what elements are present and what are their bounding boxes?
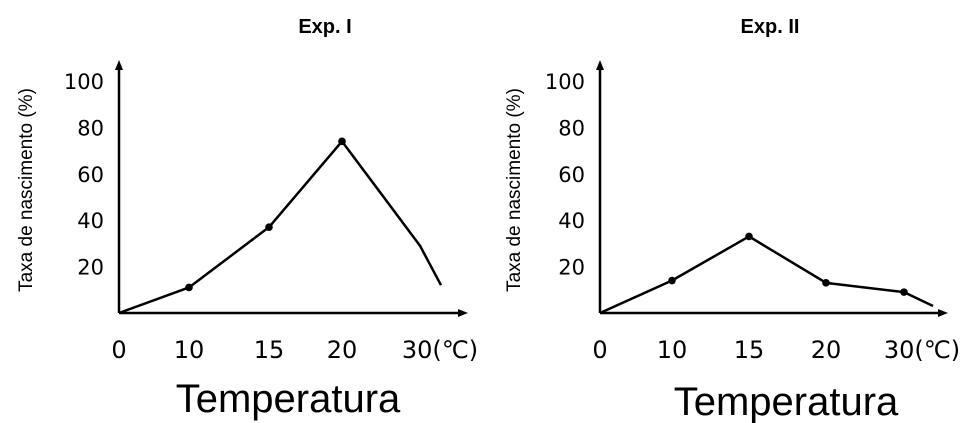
chart-1-x-tick-label: 15: [254, 336, 285, 364]
chart-1-x-tick-label: 20: [327, 336, 358, 364]
chart-2-y-tick-label: 100: [545, 70, 585, 94]
chart-2-y-tick-label: 80: [558, 116, 585, 140]
chart-1-data-point: [185, 283, 193, 292]
chart-1-x-tick-label: 30(℃): [402, 336, 478, 364]
chart-2-title: Exp. II: [741, 16, 800, 38]
chart-2-y-tick-label: 20: [558, 256, 585, 280]
chart-1-x-tick-label: 10: [174, 336, 205, 364]
chart-2-x-axis-arrow-icon: [938, 309, 948, 317]
chart-1-y-axis-arrow-icon: [115, 60, 123, 70]
chart-1-x-tick-label: 0: [111, 336, 126, 364]
chart-2-y-tick-label: 60: [558, 163, 585, 187]
chart-2-x-tick-label: 15: [734, 336, 765, 364]
chart-2-data-point: [900, 288, 908, 296]
chart-2-series-line: [599, 235, 934, 315]
chart-1-x-axis-label: Temperatura: [176, 377, 401, 421]
chart-1-y-tick-label: 40: [77, 209, 104, 233]
chart-1-title: Exp. I: [298, 16, 351, 38]
chart-2-data-point: [668, 276, 676, 285]
chart-1-y-tick-label: 60: [77, 163, 104, 187]
chart-1-data-point: [265, 223, 273, 231]
chart-1-y-tick-label: 80: [77, 116, 104, 140]
chart-1-y-tick-label: 20: [77, 256, 104, 280]
chart-2-y-axis-arrow-icon: [596, 60, 604, 70]
chart-1-x-axis-arrow-icon: [458, 309, 468, 317]
chart-2-x-tick-label: 10: [657, 336, 688, 364]
chart-2-y-axis-label: Taxa de nascimento (%): [504, 88, 525, 292]
chart-1-data-point: [338, 137, 346, 146]
chart-1-y-axis-label: Taxa de nascimento (%): [16, 88, 37, 292]
chart-2-data-point: [745, 232, 753, 241]
chart-2-x-axis-label: Temperatura: [674, 380, 899, 423]
chart-2-x-tick-label: 20: [811, 336, 842, 364]
chart-1-series-line: [118, 140, 443, 315]
chart-2-y-tick-label: 40: [558, 209, 585, 233]
chart-2-x-tick-label: 30(℃): [884, 336, 960, 364]
chart-1-y-tick-label: 100: [64, 70, 104, 94]
chart-2-data-point: [822, 279, 830, 287]
chart-2-x-tick-label: 0: [592, 336, 607, 364]
